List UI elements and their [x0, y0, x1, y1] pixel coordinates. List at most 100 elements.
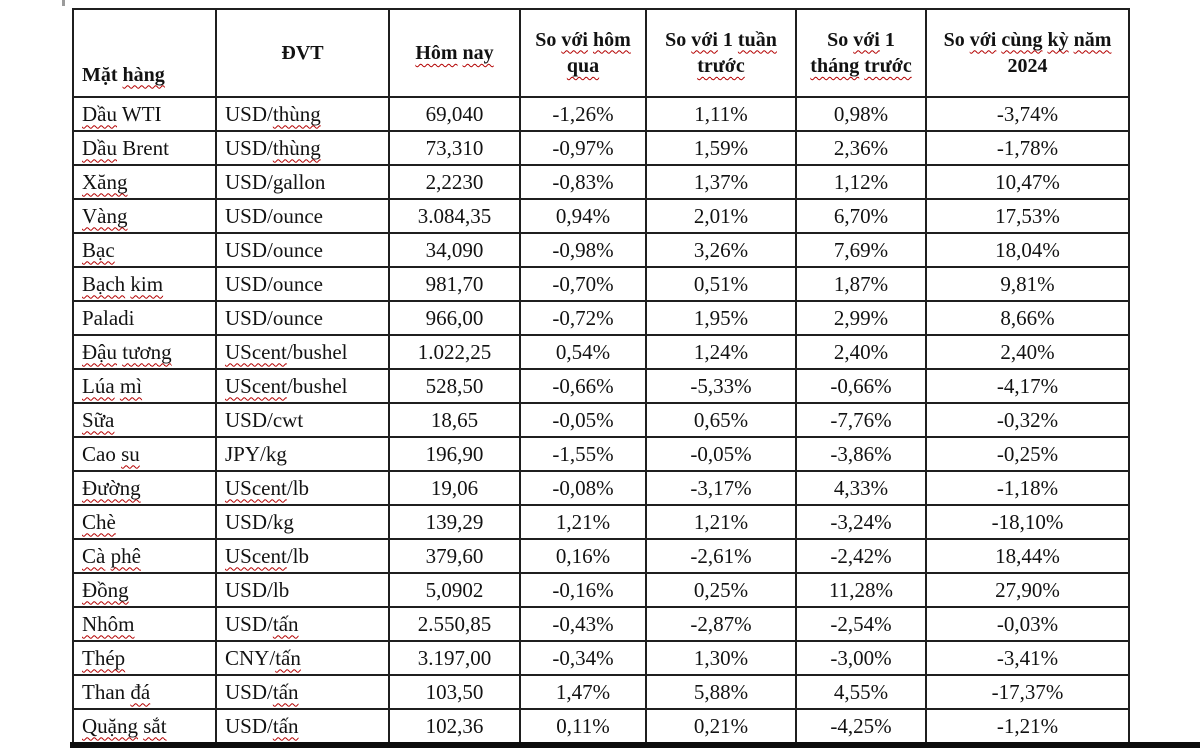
table-row: Đậu tương UScent/bushel 1.022,25 0,54% 1…: [72, 334, 1130, 370]
cell-unit: USD/lb: [215, 572, 390, 608]
cell-unit: UScent/bushel: [215, 368, 390, 404]
cell-vs-month: 4,33%: [795, 470, 927, 506]
cell-vs-yesterday: -0,72%: [519, 300, 647, 336]
col-header-unit: ĐVT: [215, 8, 390, 98]
cell-vs-month: 7,69%: [795, 232, 927, 268]
cell-vs-week: -2,61%: [645, 538, 797, 574]
cell-commodity: Chè: [72, 504, 217, 540]
cell-vs-year-2024: -3,74%: [925, 96, 1130, 132]
cell-vs-month: 2,36%: [795, 130, 927, 166]
cell-commodity: Đồng: [72, 572, 217, 608]
table-row: Nhôm USD/tấn 2.550,85 -0,43% -2,87% -2,5…: [72, 606, 1130, 642]
cell-commodity: Sữa: [72, 402, 217, 438]
table-row: Bạc USD/ounce 34,090 -0,98% 3,26% 7,69% …: [72, 232, 1130, 268]
cell-commodity: Bạc: [72, 232, 217, 268]
cell-commodity: Cao su: [72, 436, 217, 472]
cell-unit: USD/tấn: [215, 674, 390, 710]
cell-vs-yesterday: -0,34%: [519, 640, 647, 676]
cell-today: 966,00: [388, 300, 521, 336]
cell-vs-week: 1,37%: [645, 164, 797, 200]
cell-vs-week: 0,51%: [645, 266, 797, 302]
cell-commodity: Dầu Brent: [72, 130, 217, 166]
cell-today: 19,06: [388, 470, 521, 506]
cell-vs-yesterday: -0,97%: [519, 130, 647, 166]
cell-vs-yesterday: 1,21%: [519, 504, 647, 540]
cell-commodity: Dầu WTI: [72, 96, 217, 132]
cell-unit: USD/cwt: [215, 402, 390, 438]
table-row: Dầu Brent USD/thùng 73,310 -0,97% 1,59% …: [72, 130, 1130, 166]
col-header-vs-week: So với 1 tuần trước: [645, 8, 797, 98]
table-row: Sữa USD/cwt 18,65 -0,05% 0,65% -7,76% -0…: [72, 402, 1130, 438]
table-row: Đồng USD/lb 5,0902 -0,16% 0,25% 11,28% 2…: [72, 572, 1130, 608]
cell-vs-yesterday: 0,16%: [519, 538, 647, 574]
col-header-vs-yesterday: So với hôm qua: [519, 8, 647, 98]
cell-vs-year-2024: 18,44%: [925, 538, 1130, 574]
cell-vs-month: 2,99%: [795, 300, 927, 336]
cell-today: 3.084,35: [388, 198, 521, 234]
cell-vs-month: 4,55%: [795, 674, 927, 710]
cell-today: 5,0902: [388, 572, 521, 608]
cell-vs-week: 1,95%: [645, 300, 797, 336]
cell-vs-month: 6,70%: [795, 198, 927, 234]
cell-vs-month: 1,12%: [795, 164, 927, 200]
cell-today: 3.197,00: [388, 640, 521, 676]
cell-vs-yesterday: 1,47%: [519, 674, 647, 710]
col-header-vs-year-2024: So với cùng kỳ năm 2024: [925, 8, 1130, 98]
col-header-vs-month-label: So với 1 tháng trước: [810, 28, 912, 77]
cell-today: 1.022,25: [388, 334, 521, 370]
cell-vs-yesterday: -0,83%: [519, 164, 647, 200]
cell-today: 2.550,85: [388, 606, 521, 642]
cell-today: 18,65: [388, 402, 521, 438]
cell-unit: USD/ounce: [215, 300, 390, 336]
cell-unit: UScent/lb: [215, 470, 390, 506]
cell-vs-month: 11,28%: [795, 572, 927, 608]
cell-vs-month: -3,24%: [795, 504, 927, 540]
cell-today: 379,60: [388, 538, 521, 574]
cell-today: 102,36: [388, 708, 521, 744]
cell-vs-week: -0,05%: [645, 436, 797, 472]
cell-vs-week: 0,21%: [645, 708, 797, 744]
cell-unit: USD/ounce: [215, 266, 390, 302]
cell-vs-year-2024: -1,18%: [925, 470, 1130, 506]
cell-vs-month: 0,98%: [795, 96, 927, 132]
cell-unit: UScent/bushel: [215, 334, 390, 370]
cell-commodity: Vàng: [72, 198, 217, 234]
cell-today: 196,90: [388, 436, 521, 472]
cell-unit: USD/thùng: [215, 96, 390, 132]
cell-vs-yesterday: -1,26%: [519, 96, 647, 132]
cell-vs-week: -3,17%: [645, 470, 797, 506]
cell-today: 34,090: [388, 232, 521, 268]
cell-unit: UScent/lb: [215, 538, 390, 574]
cell-vs-yesterday: 0,54%: [519, 334, 647, 370]
table-row: Quặng sắt USD/tấn 102,36 0,11% 0,21% -4,…: [72, 708, 1130, 744]
page-bottom-rule: [70, 742, 1200, 748]
cell-unit: USD/tấn: [215, 606, 390, 642]
table-header-row: Mặt hàng ĐVT Hôm nay So với hôm qua So v…: [72, 8, 1130, 98]
cell-vs-week: 1,30%: [645, 640, 797, 676]
cell-vs-month: -3,00%: [795, 640, 927, 676]
cell-commodity: Lúa mì: [72, 368, 217, 404]
cell-vs-year-2024: -4,17%: [925, 368, 1130, 404]
cell-vs-week: 5,88%: [645, 674, 797, 710]
cell-commodity: Đường: [72, 470, 217, 506]
col-header-vs-yesterday-label: So với hôm qua: [535, 28, 631, 77]
cell-today: 2,2230: [388, 164, 521, 200]
cell-vs-month: 2,40%: [795, 334, 927, 370]
commodity-price-table: Mặt hàng ĐVT Hôm nay So với hôm qua So v…: [72, 8, 1130, 744]
cell-commodity: Bạch kim: [72, 266, 217, 302]
cell-unit: CNY/tấn: [215, 640, 390, 676]
cell-commodity: Cà phê: [72, 538, 217, 574]
cell-commodity: Than đá: [72, 674, 217, 710]
cell-vs-year-2024: -0,03%: [925, 606, 1130, 642]
cell-commodity: Đậu tương: [72, 334, 217, 370]
cell-commodity: Thép: [72, 640, 217, 676]
table-header: Mặt hàng ĐVT Hôm nay So với hôm qua So v…: [72, 8, 1130, 98]
cell-unit: USD/kg: [215, 504, 390, 540]
cell-today: 528,50: [388, 368, 521, 404]
cell-vs-year-2024: 10,47%: [925, 164, 1130, 200]
cell-commodity: Xăng: [72, 164, 217, 200]
cell-today: 139,29: [388, 504, 521, 540]
cell-today: 69,040: [388, 96, 521, 132]
cell-vs-yesterday: 0,11%: [519, 708, 647, 744]
cell-vs-year-2024: 9,81%: [925, 266, 1130, 302]
